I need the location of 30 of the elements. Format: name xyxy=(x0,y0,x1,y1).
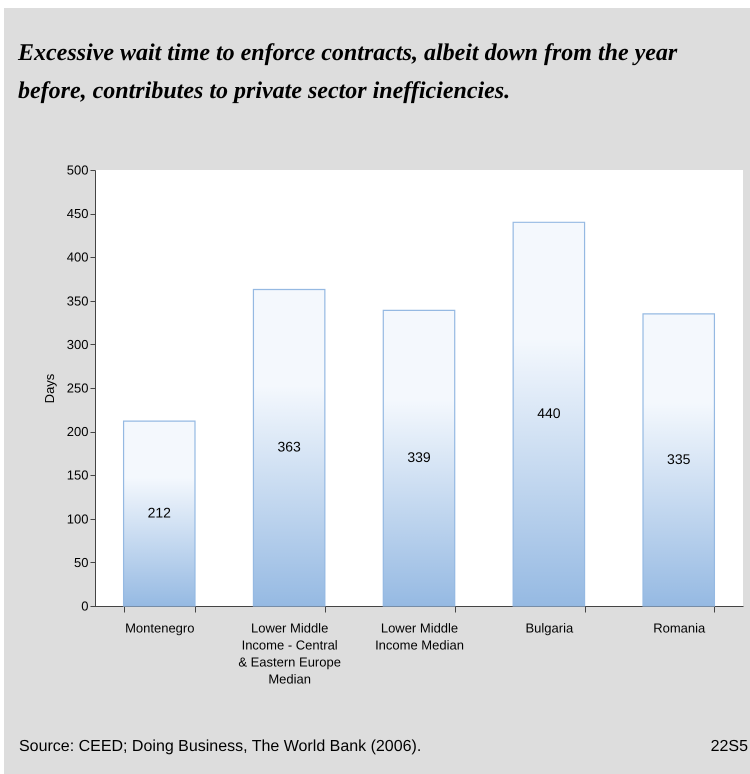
bar xyxy=(252,288,326,607)
y-tick-label: 200 xyxy=(66,424,88,440)
chart-title: Excessive wait time to enforce contracts, albeit down from the year before, contributes to private sector inefficiencies. xyxy=(18,39,678,106)
data-label: 363 xyxy=(277,438,302,455)
x-tick-label: Romania xyxy=(653,620,706,636)
data-label: 339 xyxy=(407,449,431,466)
bar xyxy=(382,310,456,607)
data-label: 440 xyxy=(537,405,561,422)
y-tick-label: 350 xyxy=(66,293,88,308)
y-tick-label: 400 xyxy=(66,250,88,265)
source-note: Source: CEED; Doing Business, The World Bank (2006). xyxy=(19,738,422,756)
bar xyxy=(642,313,716,607)
text: 22S5 xyxy=(710,738,748,756)
y-tick-label: 0 xyxy=(81,598,88,614)
y-tick-label: 500 xyxy=(66,162,88,178)
y-tick-label: 50 xyxy=(74,554,88,570)
y-tick-label: 150 xyxy=(66,468,88,483)
y-axis-title: Days xyxy=(42,373,57,404)
y-tick-label: 300 xyxy=(66,336,88,352)
x-tick-label: Montenegro xyxy=(125,620,194,636)
x-tick-label: Lower Middle Income Median xyxy=(375,620,464,652)
y-tick-label: 450 xyxy=(66,206,88,222)
data-label: 335 xyxy=(667,450,691,467)
bar xyxy=(122,420,196,607)
bar xyxy=(512,222,586,607)
x-tick-label: Bulgaria xyxy=(526,620,574,636)
y-tick-label: 250 xyxy=(66,380,88,396)
data-label: 212 xyxy=(148,504,172,521)
x-tick-label: Lower Middle Income - Central & Eastern Europe Median xyxy=(238,620,341,686)
y-tick-label: 100 xyxy=(66,511,88,526)
